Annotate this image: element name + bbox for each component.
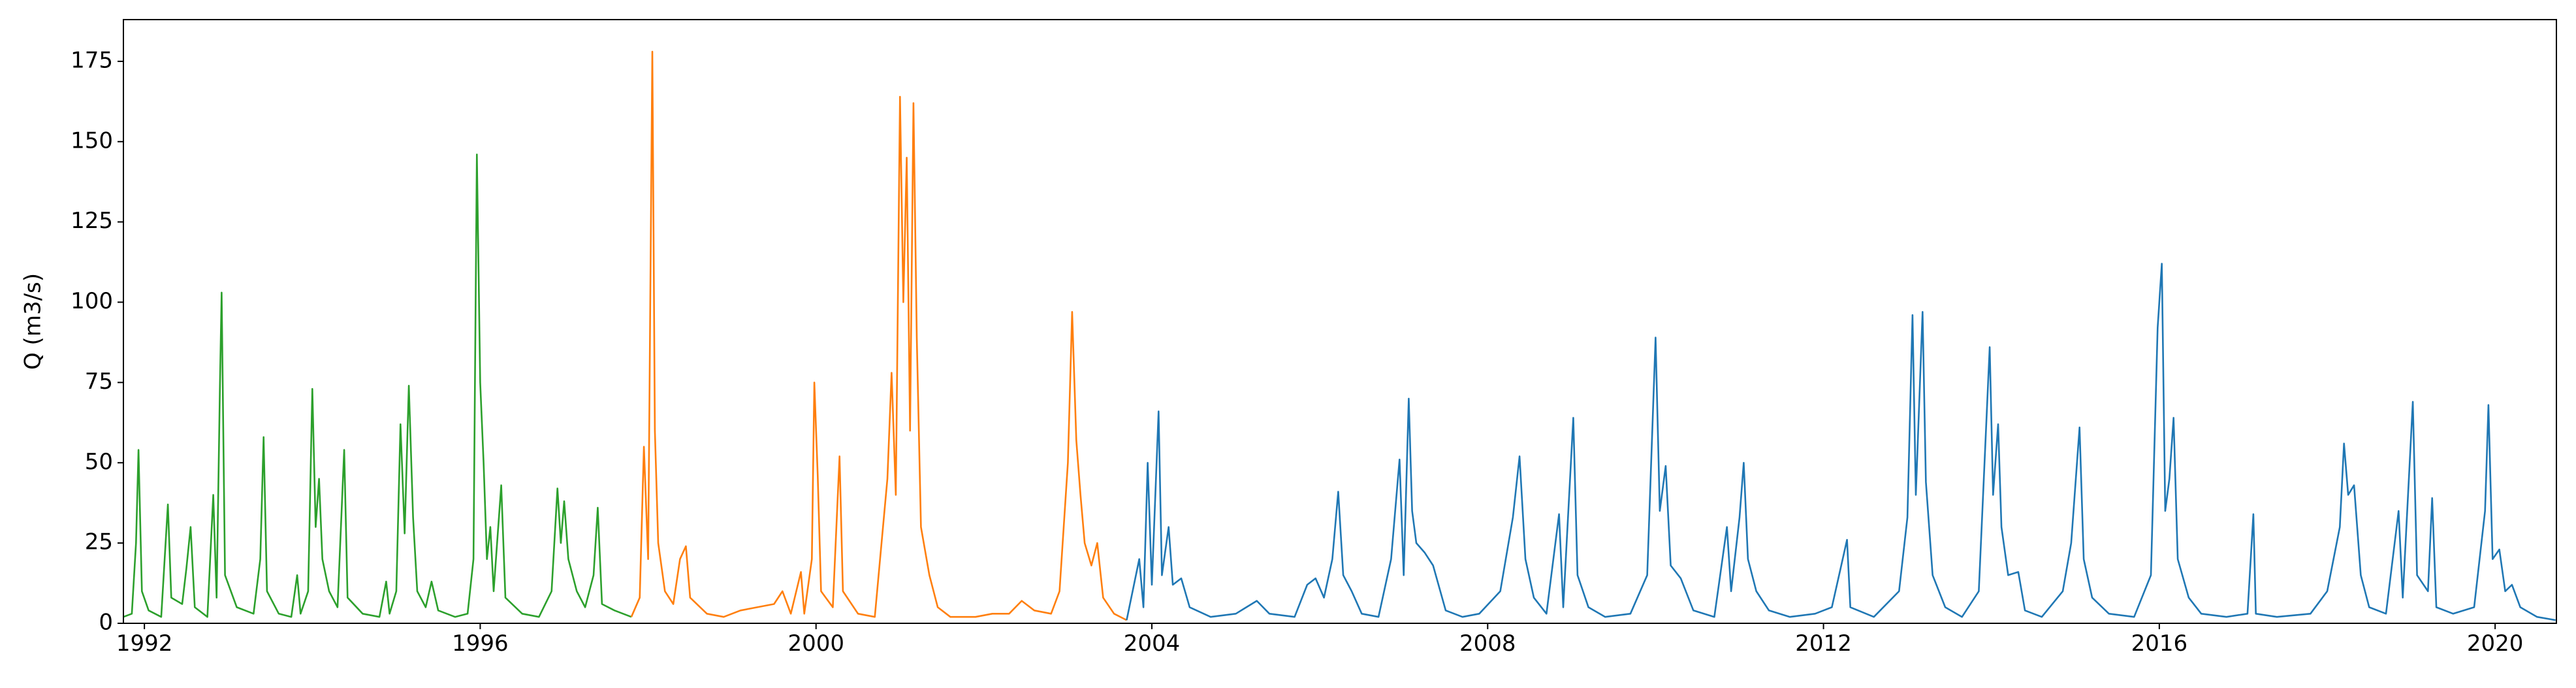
y-tick-label: 0 <box>99 610 113 636</box>
y-tick-label: 125 <box>71 208 113 234</box>
y-axis-label: Q (m3/s) <box>20 273 46 370</box>
x-tick-label: 2012 <box>1795 631 1852 657</box>
y-tick-label: 75 <box>85 369 113 395</box>
x-tick-label: 2016 <box>2131 631 2188 657</box>
x-tick-label: 1996 <box>452 631 509 657</box>
x-tick-label: 2008 <box>1459 631 1516 657</box>
y-tick-label: 150 <box>71 127 113 154</box>
plot-frame <box>123 19 2557 624</box>
y-tick-label: 25 <box>85 529 113 555</box>
x-tick-label: 1992 <box>116 631 173 657</box>
x-tick-label: 2020 <box>2467 631 2524 657</box>
x-tick-label: 2004 <box>1124 631 1181 657</box>
series-line <box>1126 263 2556 621</box>
series-line <box>630 50 1127 621</box>
y-tick-label: 100 <box>71 288 113 314</box>
series-line <box>123 154 632 618</box>
x-tick-label: 2000 <box>787 631 844 657</box>
y-tick-label: 175 <box>71 47 113 73</box>
y-tick-label: 50 <box>85 449 113 475</box>
